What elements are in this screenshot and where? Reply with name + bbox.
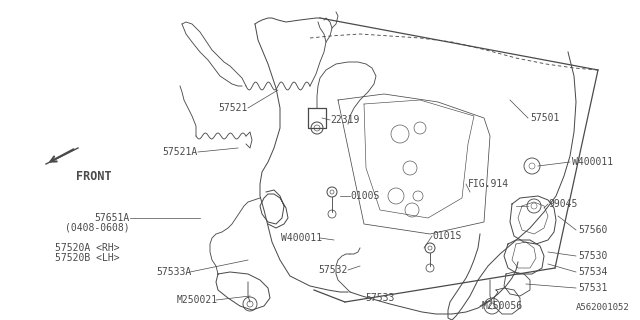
Text: 99045: 99045: [548, 199, 577, 209]
Text: 57534: 57534: [578, 267, 607, 277]
Text: 57560: 57560: [578, 225, 607, 235]
Text: 57530: 57530: [578, 251, 607, 261]
Text: FRONT: FRONT: [76, 170, 111, 182]
Text: 0100S: 0100S: [350, 191, 380, 201]
Text: W400011: W400011: [281, 233, 322, 243]
Text: M250021: M250021: [177, 295, 218, 305]
Text: (0408-0608): (0408-0608): [65, 223, 130, 233]
Text: 57531: 57531: [578, 283, 607, 293]
Text: 57501: 57501: [530, 113, 559, 123]
Text: 57533: 57533: [365, 293, 395, 303]
Text: FIG.914: FIG.914: [468, 179, 509, 189]
Text: 57520B <LH>: 57520B <LH>: [56, 253, 120, 263]
Text: 0101S: 0101S: [432, 231, 461, 241]
Text: 57533A: 57533A: [157, 267, 192, 277]
Text: W400011: W400011: [572, 157, 613, 167]
Text: M250056: M250056: [482, 301, 523, 311]
Text: 57532: 57532: [319, 265, 348, 275]
Text: A562001052: A562001052: [576, 303, 630, 312]
Text: 57651A: 57651A: [95, 213, 130, 223]
Text: 57520A <RH>: 57520A <RH>: [56, 243, 120, 253]
Text: 57521A: 57521A: [163, 147, 198, 157]
Text: 22319: 22319: [330, 115, 360, 125]
Text: 57521: 57521: [219, 103, 248, 113]
